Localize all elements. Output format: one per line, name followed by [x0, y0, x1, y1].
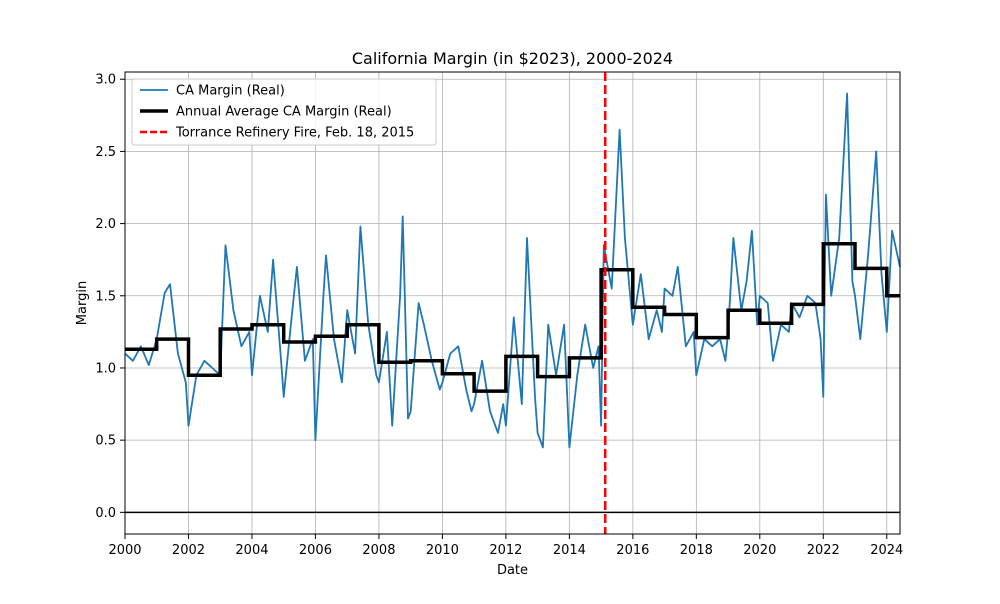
- y-tick-label: 1.0: [95, 361, 116, 376]
- x-tick-label: 2004: [235, 543, 268, 558]
- series-layer: [124, 72, 901, 534]
- x-tick-label: 2008: [362, 543, 395, 558]
- x-axis-ticks: 2000 2002 2004 2006 2008 2010 2012 2014 2016 2018…: [108, 534, 903, 558]
- y-tick-label: 2.0: [95, 217, 116, 232]
- y-axis-ticks: 0.0 0.5 1.0 1.5 2.0 2.5 3.0: [95, 73, 125, 521]
- legend-label: CA Margin (Real): [176, 84, 285, 99]
- y-tick-label: 0.0: [95, 506, 116, 521]
- x-tick-label: 2000: [108, 543, 141, 558]
- x-tick-label: 2020: [743, 543, 776, 558]
- y-tick-label: 2.5: [95, 145, 116, 160]
- y-tick-label: 1.5: [95, 289, 116, 304]
- x-tick-label: 2018: [680, 543, 713, 558]
- series-step-annual-average: [125, 242, 900, 393]
- x-tick-label: 2006: [299, 543, 332, 558]
- x-tick-label: 2024: [870, 543, 903, 558]
- x-tick-label: 2016: [616, 543, 649, 558]
- legend-label: Annual Average CA Margin (Real): [176, 105, 392, 120]
- x-tick-label: 2022: [807, 543, 840, 558]
- legend-label: Torrance Refinery Fire, Feb. 18, 2015: [175, 126, 414, 141]
- y-axis-label: Margin: [75, 281, 90, 325]
- legend: CA Margin (Real) Annual Average CA Margin…: [131, 78, 437, 146]
- chart-title: California Margin (in $2023), 2000-2024: [352, 49, 673, 68]
- x-tick-label: 2010: [426, 543, 459, 558]
- legend-box: [131, 78, 437, 146]
- y-tick-label: 0.5: [95, 434, 116, 449]
- x-tick-label: 2002: [172, 543, 205, 558]
- plot-frame: [124, 71, 901, 535]
- x-axis-label: Date: [497, 563, 528, 578]
- series-line-ca-margin: [124, 92, 901, 449]
- x-tick-label: 2012: [489, 543, 522, 558]
- x-tick-label: 2014: [553, 543, 586, 558]
- y-tick-label: 3.0: [95, 73, 116, 88]
